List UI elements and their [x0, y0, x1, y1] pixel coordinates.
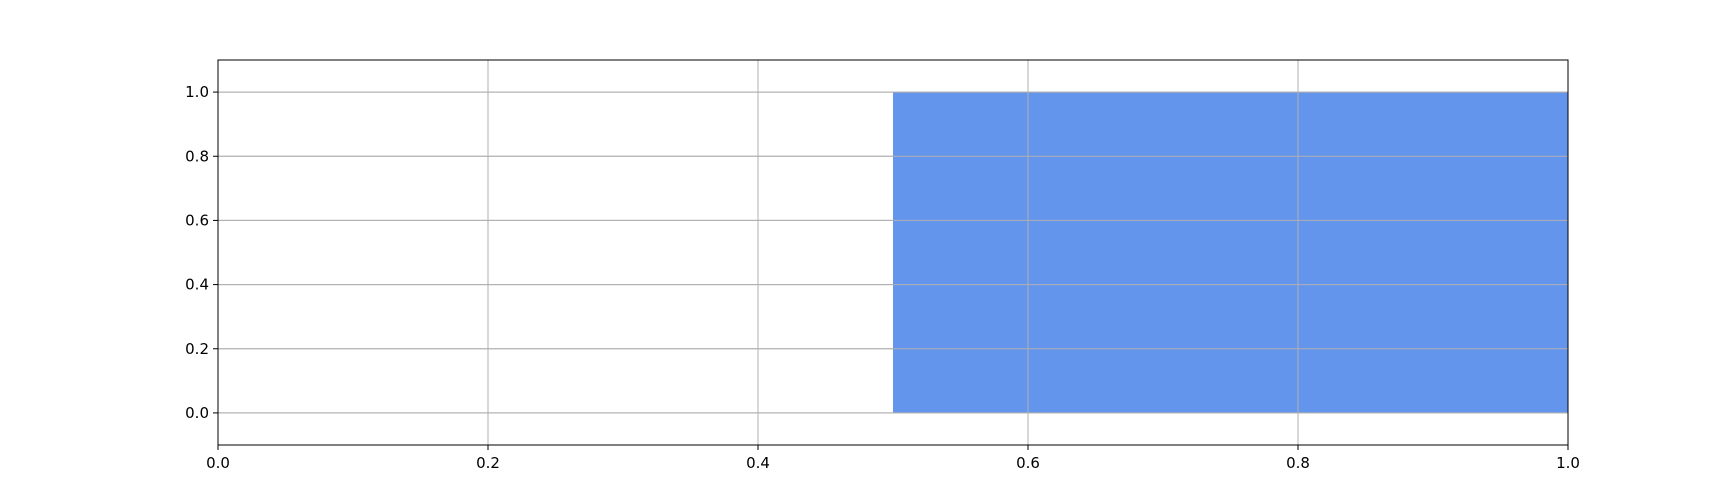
axes-frame — [217, 59, 1569, 446]
y-tick-label: 0.0 — [185, 404, 209, 422]
y-tick-label: 0.8 — [185, 147, 209, 165]
y-tick-label: 1.0 — [185, 83, 209, 101]
y-tick-label: 0.2 — [185, 340, 209, 358]
y-tick-label: 0.4 — [185, 276, 209, 294]
x-tick-label: 0.6 — [1016, 454, 1040, 472]
y-tick-label: 0.6 — [185, 211, 209, 229]
filled-region — [893, 92, 1568, 413]
x-tick-label: 0.2 — [476, 454, 500, 472]
x-tick-label: 0.8 — [1286, 454, 1310, 472]
x-tick-label: 0.0 — [206, 454, 230, 472]
x-tick-label: 1.0 — [1556, 454, 1580, 472]
tick-labels: 0.0 0.2 0.4 0.6 0.8 1.0 0.0 0.2 0.4 0.6 0.8 1.0 — [185, 83, 1580, 472]
series-layer — [217, 60, 1569, 445]
tick-layer — [213, 91, 1569, 450]
x-tick-label: 0.4 — [746, 454, 770, 472]
